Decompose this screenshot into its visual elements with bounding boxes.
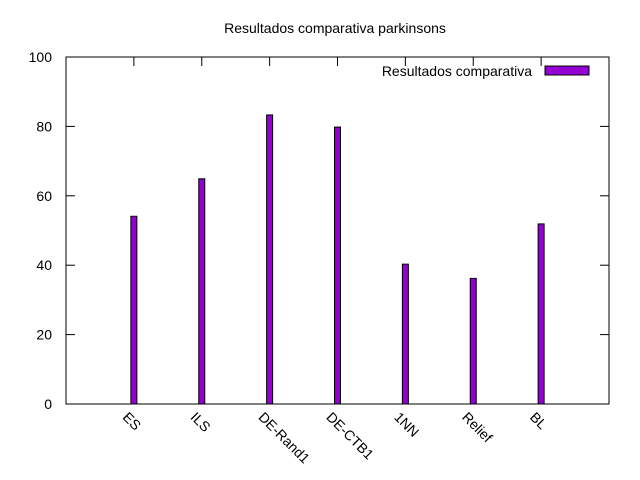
y-tick-label: 80 [36, 118, 52, 134]
bar [130, 215, 138, 405]
legend-swatch [544, 65, 590, 76]
legend: Resultados comparativa [382, 63, 590, 79]
bar [198, 178, 206, 405]
x-tick-label: DE-CTB1 [323, 409, 377, 463]
x-tick-label: BL [527, 409, 551, 433]
bar [401, 263, 409, 405]
x-tick-label: 1NN [391, 409, 422, 440]
x-tick-label: ES [120, 409, 145, 434]
chart-title: Resultados comparativa parkinsons [224, 20, 446, 36]
y-axis: 0 20 40 60 80 100 [29, 49, 609, 412]
y-tick-label: 0 [44, 396, 52, 412]
bar [469, 277, 477, 405]
y-tick-label: 40 [36, 257, 52, 273]
bar [334, 126, 341, 405]
x-tick-label: DE-Rand1 [256, 409, 314, 467]
y-tick-label: 100 [29, 49, 53, 65]
bar [537, 223, 545, 405]
x-tick-label: ILS [188, 409, 214, 435]
x-tick-label: Relief [459, 409, 496, 446]
y-tick-label: 60 [36, 188, 52, 204]
y-tick-label: 20 [36, 327, 52, 343]
bars [130, 114, 545, 405]
legend-label: Resultados comparativa [382, 63, 532, 79]
bar [266, 114, 274, 405]
